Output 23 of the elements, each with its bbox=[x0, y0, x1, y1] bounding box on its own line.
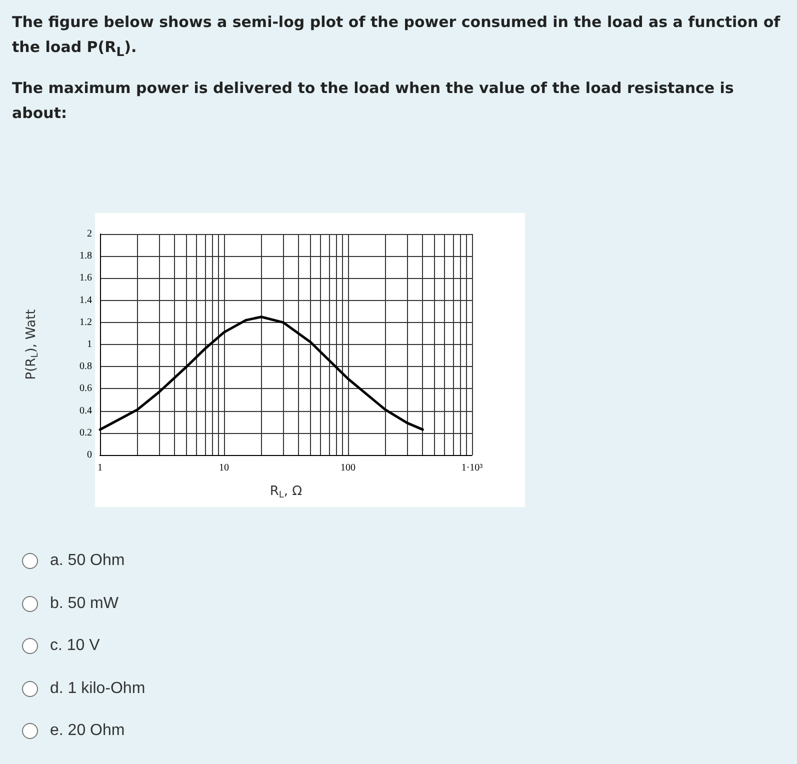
text: d. 1 kilo-Ohm bbox=[50, 680, 146, 698]
x-tick-label: 100 bbox=[340, 462, 356, 474]
text: e. 20 Ohm bbox=[50, 722, 125, 740]
y-tick-label: 1.8 bbox=[80, 250, 92, 262]
y-tick-label: 0.4 bbox=[80, 405, 92, 416]
x-tick-label: 1 bbox=[98, 462, 102, 474]
y-tick-label: 0.2 bbox=[80, 427, 92, 438]
x-tick-label: 1·10³ bbox=[461, 462, 483, 474]
y-tick-label: 2 bbox=[87, 228, 92, 240]
text: b. 50 mW bbox=[50, 594, 118, 613]
y-tick-label: 0.6 bbox=[80, 383, 92, 394]
y-tick-label: 1.2 bbox=[80, 316, 92, 328]
text: a. 50 Ohm bbox=[50, 552, 125, 570]
text: c. 10 V bbox=[50, 637, 100, 656]
y-tick-label: 0 bbox=[87, 450, 92, 460]
x-tick-label: 10 bbox=[219, 462, 229, 474]
y-tick-label: 1 bbox=[87, 339, 92, 350]
y-tick-label: 0.8 bbox=[80, 361, 92, 372]
chart-subtitle: The maximum power is delivered to the load when the value of the load resistance is about: bbox=[12, 78, 735, 124]
chart-title: The figure below shows a semi-log plot of the power consumed in the load as a function of the load P(R$_{L}$). bbox=[12, 12, 782, 61]
y-tick-label: 1.6 bbox=[80, 272, 92, 284]
y-tick-label: 1.4 bbox=[80, 294, 92, 306]
y-axis-title: P(RL), Watt bbox=[24, 309, 40, 380]
